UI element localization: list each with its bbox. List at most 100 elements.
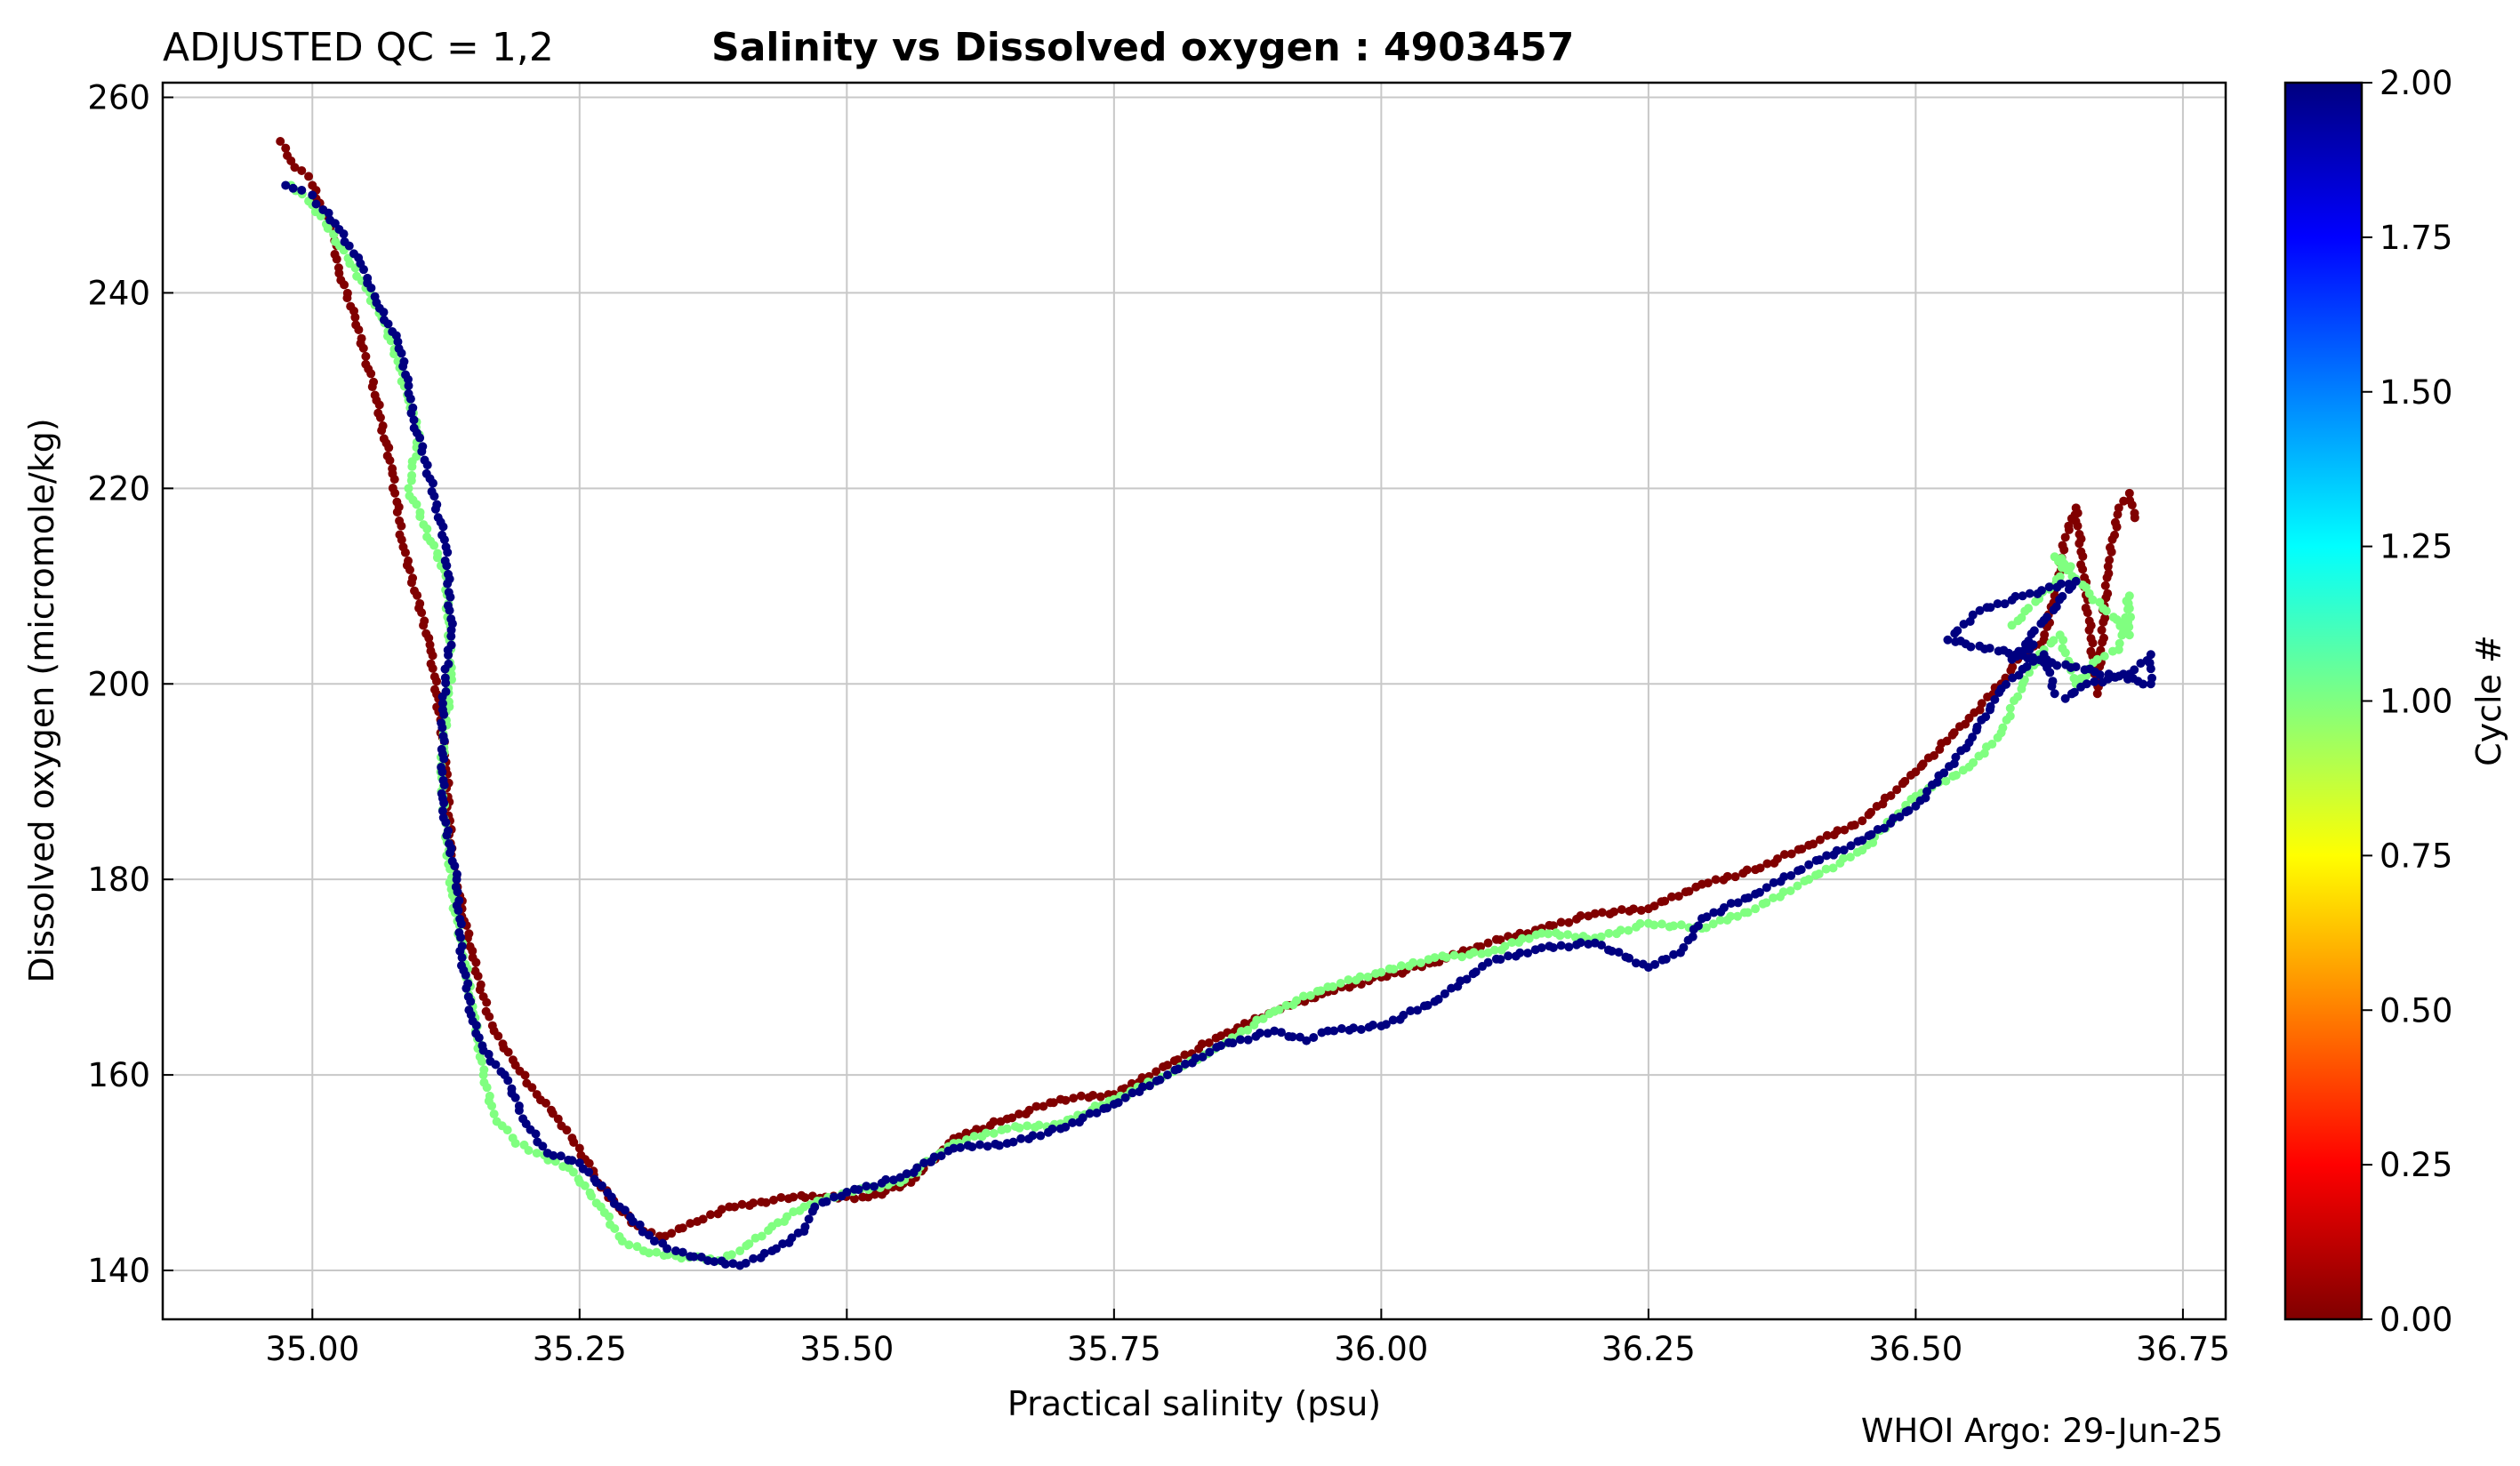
data-point [759, 1248, 769, 1258]
data-point [635, 1220, 645, 1230]
data-point [1205, 1047, 1215, 1057]
data-point [1828, 863, 1838, 873]
data-point [428, 651, 437, 661]
data-point [297, 185, 307, 195]
data-point [1900, 776, 1910, 786]
data-point [1356, 1024, 1366, 1034]
data-point [954, 1132, 964, 1142]
data-point [2064, 584, 2074, 594]
data-point [1159, 1061, 1168, 1071]
data-point [447, 619, 457, 629]
data-point [1669, 921, 1679, 931]
data-point [728, 1259, 738, 1269]
data-point [1406, 1006, 1416, 1016]
data-point [981, 1128, 991, 1138]
data-point [2078, 551, 2088, 561]
data-point [479, 1065, 489, 1075]
data-point [2044, 582, 2054, 592]
data-point [424, 633, 434, 643]
data-point [2060, 648, 2070, 658]
data-point [624, 1240, 634, 1250]
data-point [1500, 941, 1510, 951]
data-point [1092, 1108, 1102, 1118]
data-point [1597, 908, 1607, 917]
data-point [1822, 830, 1832, 840]
x-axis-label: Practical salinity (psu) [1007, 1384, 1381, 1423]
data-point [1796, 865, 1806, 875]
data-point [443, 579, 453, 589]
data-point [478, 1056, 487, 1066]
data-point [1144, 1081, 1154, 1091]
data-point [520, 1070, 530, 1080]
data-point [1078, 1113, 1087, 1123]
data-point [1751, 904, 1761, 914]
data-point [1839, 845, 1849, 855]
data-point [1726, 899, 1736, 909]
data-point [428, 663, 437, 673]
data-point [445, 877, 454, 887]
colorbar-tick-label: 0.50 [2380, 991, 2452, 1029]
data-point [717, 1205, 726, 1214]
data-point [2001, 673, 2010, 683]
data-point [415, 433, 425, 443]
data-point [288, 183, 298, 193]
data-point [2064, 521, 2074, 531]
data-point [487, 1101, 497, 1110]
chart-title-text: Salinity vs Dissolved oxygen [711, 25, 1341, 70]
data-point [2107, 646, 2117, 656]
data-point [1733, 911, 1743, 921]
data-point [2058, 541, 2067, 550]
data-point [2124, 604, 2134, 613]
data-point [2104, 569, 2114, 579]
data-point [412, 500, 421, 509]
data-point [720, 1259, 730, 1269]
data-point [491, 1060, 501, 1069]
data-point [1270, 1026, 1280, 1036]
data-point [1809, 839, 1818, 849]
data-point [377, 426, 387, 436]
data-point [1596, 932, 1606, 941]
data-point [1858, 816, 1867, 826]
data-point [2013, 616, 2023, 626]
data-point [584, 1158, 594, 1168]
data-point [644, 1248, 654, 1258]
data-point [344, 241, 354, 251]
data-point [1102, 1103, 1112, 1113]
data-point [349, 306, 358, 316]
data-point [1590, 909, 1600, 918]
data-point [1408, 957, 1418, 967]
data-point [1024, 1105, 1034, 1115]
data-point [2017, 684, 2026, 693]
data-point [1564, 942, 1574, 952]
data-point [1016, 1134, 1026, 1143]
data-point [489, 1110, 499, 1119]
data-point [2005, 703, 2015, 713]
data-point [324, 208, 333, 218]
data-point [2076, 682, 2086, 692]
data-point [1088, 1090, 1098, 1100]
data-point [419, 621, 429, 630]
data-point [686, 1219, 695, 1229]
data-point [429, 492, 439, 501]
data-point [1660, 896, 1670, 906]
x-tick-label: 35.00 [265, 1330, 359, 1368]
data-point [482, 1083, 492, 1093]
data-point [1797, 844, 1807, 853]
data-point [2078, 580, 2088, 589]
data-point [358, 265, 368, 275]
data-point [1977, 699, 1986, 709]
data-point [1962, 743, 1971, 753]
data-point [1061, 1095, 1071, 1105]
data-point [1228, 1038, 1238, 1048]
data-point [562, 1126, 572, 1135]
data-point [485, 1012, 494, 1021]
data-point [340, 280, 349, 290]
data-point [620, 1206, 630, 1215]
data-point [383, 319, 393, 329]
data-point [912, 1163, 922, 1173]
data-point [1649, 901, 1659, 911]
data-point [1440, 989, 1449, 998]
data-point [281, 143, 291, 153]
data-point [2147, 673, 2157, 683]
data-point [1507, 938, 1517, 948]
